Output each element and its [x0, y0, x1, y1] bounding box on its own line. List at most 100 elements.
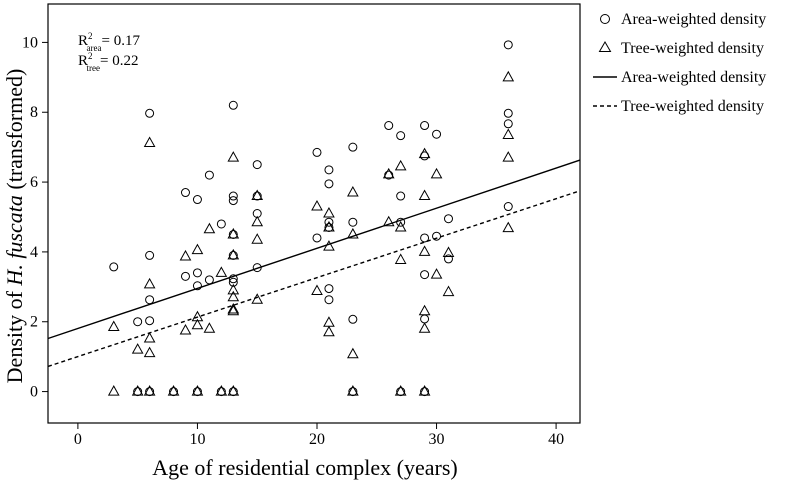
tree-weighted-point: [347, 385, 359, 396]
r2-area-sub: area: [87, 43, 102, 53]
tree-weighted-point: [418, 147, 431, 159]
tree-weighted-point: [394, 385, 407, 396]
area-weighted-point: [324, 284, 334, 294]
r2-area-annotation: R2 area= 0.17: [78, 31, 140, 53]
tree-weighted-point: [227, 227, 240, 239]
area-weighted-trend-line: [47, 159, 581, 340]
tree-weighted-point: [131, 385, 144, 396]
tree-weighted-point: [227, 385, 240, 396]
area-weighted-point: [443, 254, 453, 264]
legend-label-tree-line: Tree-weighted density: [621, 98, 764, 115]
tree-weighted-point: [323, 325, 335, 337]
tree-weighted-point: [215, 266, 228, 277]
legend-label-area-line: Area-weighted density: [621, 69, 766, 86]
area-weighted-point: [145, 108, 155, 118]
area-weighted-point: [228, 277, 238, 287]
tree-weighted-point: [143, 346, 156, 358]
tree-weighted-point: [418, 245, 431, 256]
y-tick-label: 10: [22, 34, 38, 51]
y-tick-label: 8: [30, 104, 38, 121]
area-weighted-point: [503, 119, 513, 129]
tree-weighted-point: [442, 246, 455, 257]
area-weighted-point: [145, 295, 155, 305]
area-weighted-point: [420, 233, 430, 243]
y-axis-label-prefix: Density of: [2, 286, 27, 384]
area-weighted-point: [396, 191, 406, 201]
legend-circle-marker: [600, 14, 610, 24]
r2-area-sup: 2: [88, 31, 93, 41]
tree-weighted-point: [394, 253, 407, 264]
area-weighted-point: [204, 275, 214, 285]
tree-weighted-point: [418, 304, 431, 316]
area-weighted-point: [228, 274, 238, 284]
area-weighted-point: [324, 295, 334, 305]
tree-weighted-point: [347, 347, 359, 359]
area-weighted-point: [252, 160, 262, 170]
area-weighted-point: [396, 131, 406, 141]
y-tick-label: 6: [30, 174, 38, 191]
r2-tree-annotation: R2 tree= 0.22: [78, 51, 138, 73]
tree-weighted-point: [167, 385, 180, 396]
tree-weighted-point: [251, 215, 264, 227]
area-weighted-point: [420, 121, 430, 131]
area-weighted-point: [145, 250, 155, 260]
tree-weighted-point: [502, 128, 515, 139]
tree-weighted-point: [347, 186, 359, 197]
tree-weighted-point: [430, 268, 443, 279]
tree-weighted-point: [311, 199, 323, 211]
tree-weighted-point: [143, 385, 156, 396]
area-weighted-point: [324, 165, 334, 175]
plot-layer: 0 10 20 30 40 0 2 4 6 8 10: [22, 3, 581, 448]
tree-weighted-point: [394, 220, 407, 232]
area-weighted-point: [503, 202, 513, 212]
area-weighted-point: [324, 217, 334, 227]
area-weighted-point: [216, 219, 226, 229]
area-weighted-point: [192, 268, 202, 278]
tree-weighted-point: [143, 277, 156, 289]
tree-weighted-point: [382, 215, 395, 227]
legend-label-area-points: Area-weighted density: [621, 11, 766, 28]
y-tick-label: 0: [30, 384, 38, 401]
area-weighted-point: [228, 196, 238, 206]
area-weighted-point: [180, 188, 190, 198]
tree-weighted-point: [143, 136, 156, 147]
area-weighted-point: [133, 317, 143, 327]
tree-weighted-point: [227, 304, 240, 316]
r2-tree-base: R: [78, 53, 88, 69]
tree-weighted-point: [227, 248, 240, 260]
area-weighted-point: [503, 40, 513, 50]
area-weighted-point: [312, 147, 322, 157]
tree-weighted-point: [203, 322, 216, 333]
x-axis-label: Age of residential complex (years): [152, 455, 457, 480]
plot-frame: [47, 3, 581, 424]
area-weighted-point: [420, 314, 430, 324]
area-weighted-point: [432, 129, 442, 139]
area-weighted-point: [312, 233, 322, 243]
x-tick-label: 0: [74, 431, 82, 448]
tree-weighted-point: [131, 343, 144, 354]
x-tick-label: 10: [189, 431, 205, 448]
tree-weighted-point: [418, 385, 431, 396]
tree-weighted-point: [442, 285, 455, 297]
tree-weighted-point: [179, 323, 192, 335]
area-weighted-point: [348, 217, 358, 227]
area-weighted-point: [348, 314, 358, 324]
tree-weighted-point: [143, 331, 156, 343]
area-weighted-point: [145, 316, 155, 326]
tree-weighted-point: [179, 249, 192, 261]
legend-triangle-marker: [598, 41, 612, 52]
tree-weighted-point: [430, 167, 443, 179]
r2-area-value: = 0.17: [102, 33, 141, 49]
tree-weighted-point: [323, 220, 335, 232]
tree-weighted-point: [418, 189, 431, 201]
area-weighted-point: [192, 281, 202, 291]
tree-weighted-point: [203, 222, 216, 234]
tree-weighted-point: [418, 322, 431, 333]
area-weighted-point: [384, 121, 394, 131]
tree-weighted-point: [107, 320, 120, 331]
area-weighted-point: [420, 270, 430, 280]
tree-weighted-point: [502, 221, 515, 233]
area-weighted-point: [109, 262, 119, 272]
x-tick-label: 20: [309, 431, 325, 448]
